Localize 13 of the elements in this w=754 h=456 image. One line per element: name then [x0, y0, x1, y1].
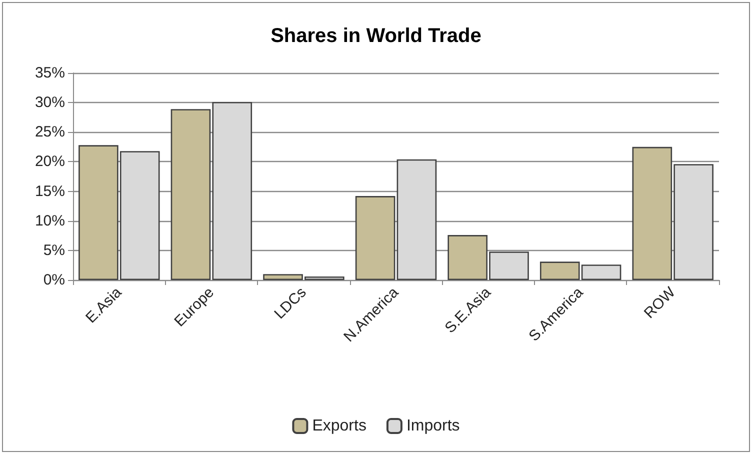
bar — [396, 159, 437, 280]
y-tick-label: 20% — [34, 153, 65, 170]
chart-title: Shares in World Trade — [270, 25, 482, 47]
y-tick-label: 30% — [34, 94, 65, 112]
y-tick-label: 0% — [43, 272, 65, 288]
y-tick-label: 5% — [43, 242, 65, 259]
legend-label: Imports — [406, 418, 460, 434]
y-tick-label: 10% — [34, 212, 65, 230]
y-tick-label: 15% — [34, 182, 65, 200]
y-tick-label: 35% — [34, 64, 65, 82]
legend-label: Exports — [312, 418, 366, 434]
y-tick-label: 25% — [34, 124, 65, 141]
bar — [355, 196, 396, 280]
